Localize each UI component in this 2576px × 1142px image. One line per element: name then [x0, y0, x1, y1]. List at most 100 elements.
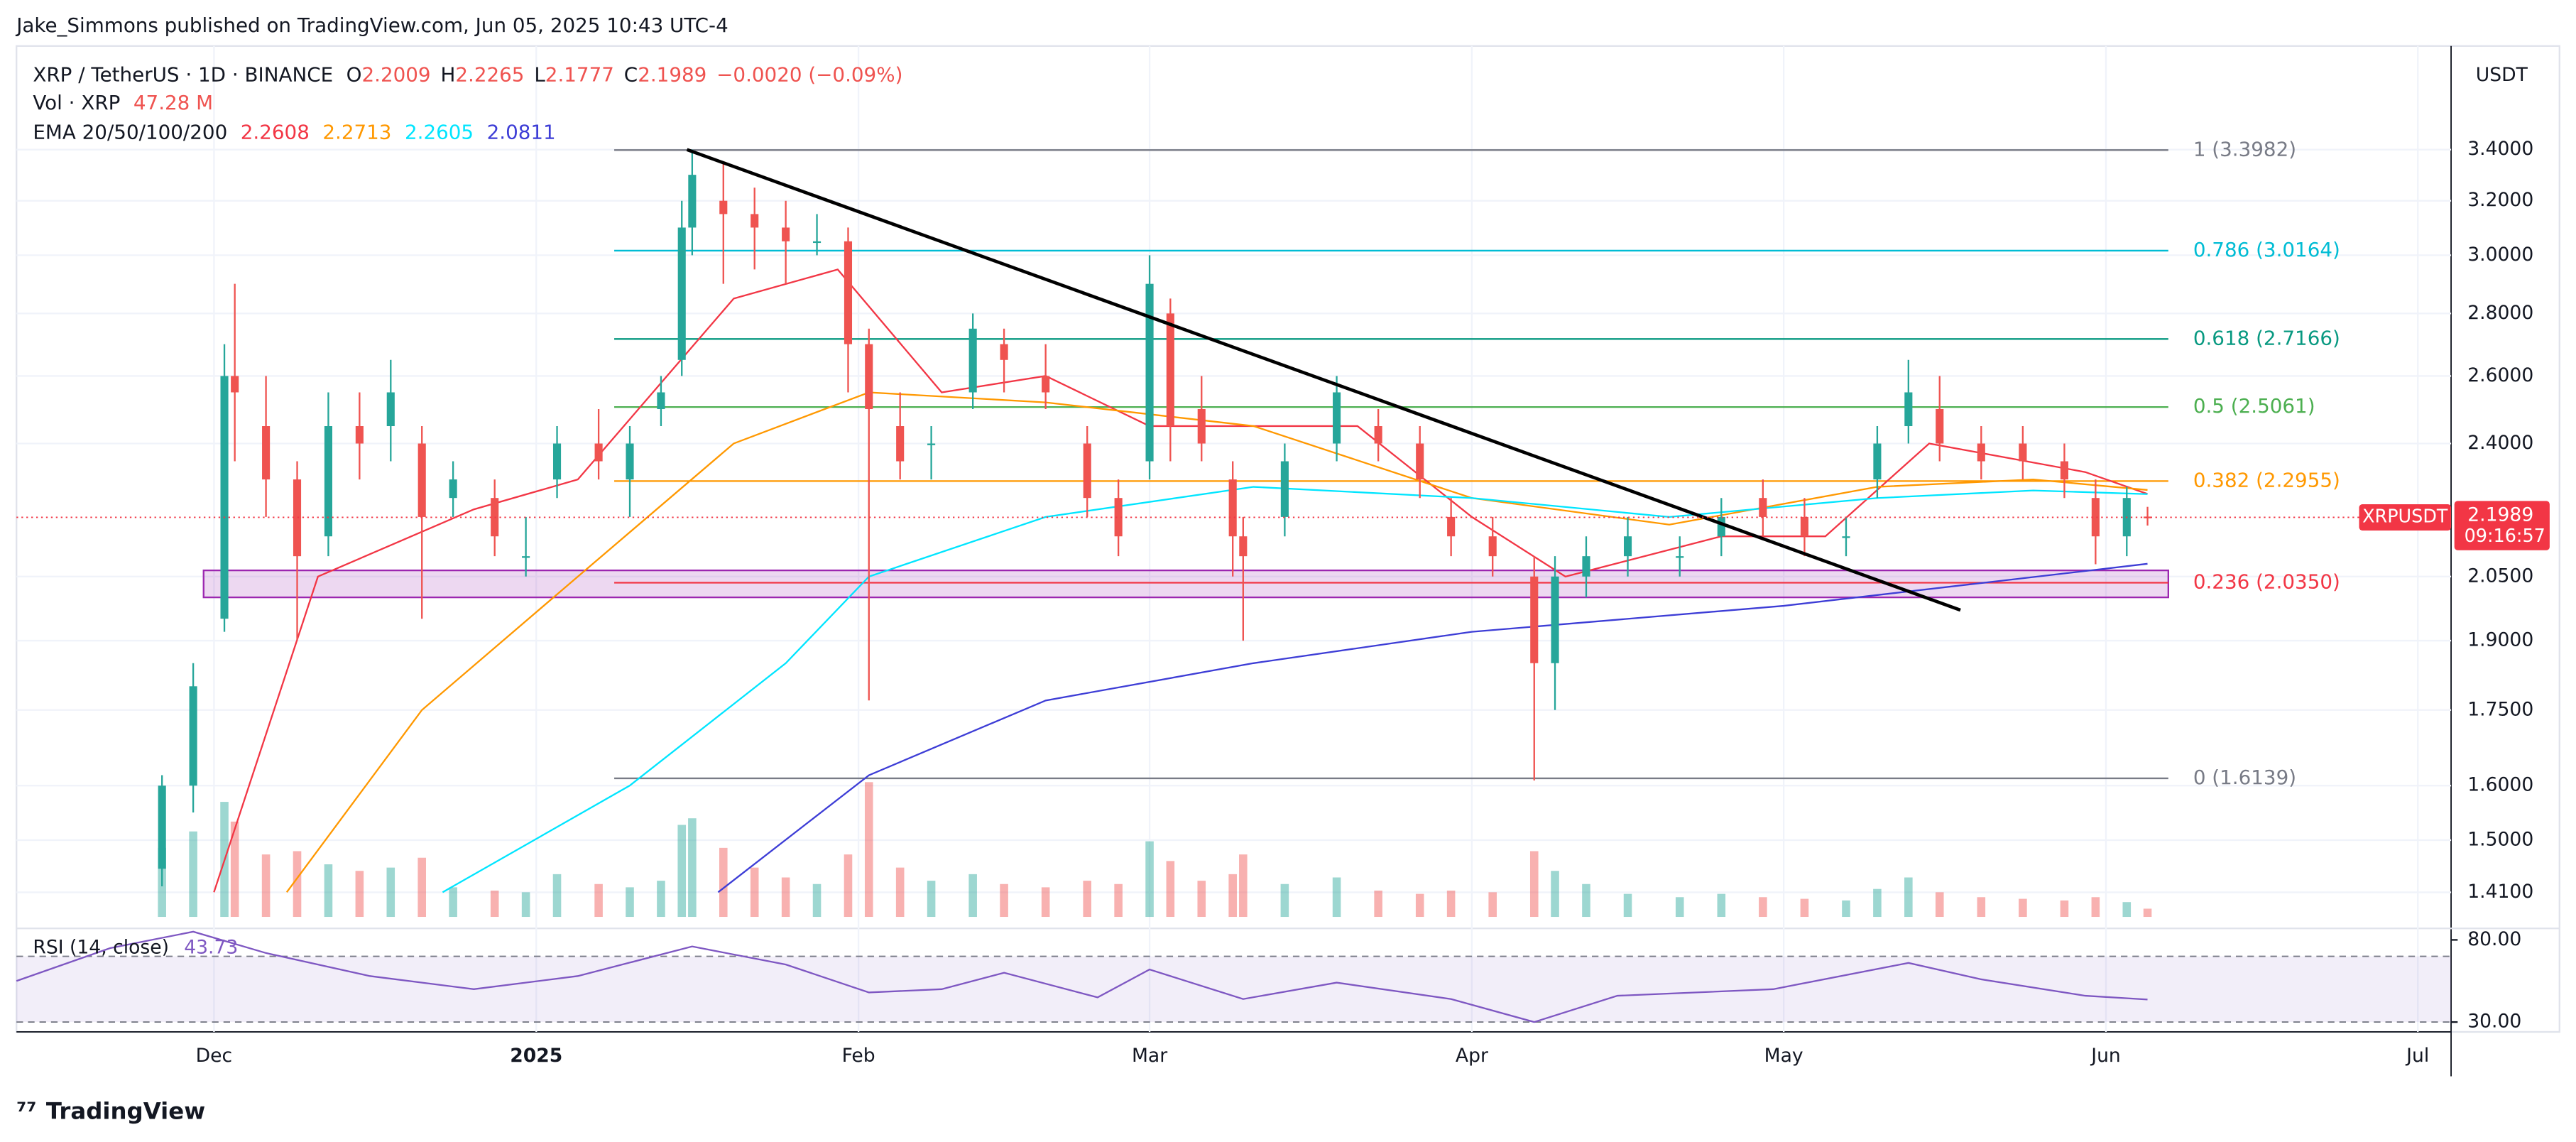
volume-bar [864, 782, 873, 918]
volume-bar [189, 831, 197, 918]
price-axis-badge [2454, 501, 2550, 550]
volume-bar [626, 887, 634, 918]
volume-bar [1977, 897, 1986, 918]
candle-body [1582, 556, 1590, 577]
support-zone [202, 569, 2170, 599]
volume-bar [1873, 888, 1882, 918]
ema-label: EMA 20/50/100/200 [33, 120, 227, 143]
volume-bar [1800, 898, 1809, 918]
volume-bar [293, 851, 302, 918]
volume-bar [1488, 892, 1497, 918]
rsi-value: 43.73 [184, 936, 238, 958]
volume-bar [1228, 874, 1237, 918]
volume-bar [490, 891, 499, 918]
published: Jake_Simmons published on TradingView.co… [15, 13, 728, 37]
x-tick-label: 2025 [510, 1045, 562, 1067]
volume-bar [688, 818, 697, 918]
candle-body [594, 443, 603, 462]
candle-body [417, 443, 426, 517]
candle-body [386, 392, 395, 427]
candle-body [355, 426, 364, 444]
volume-bar [812, 883, 822, 918]
rsi-tick-label: 80.00 [2467, 928, 2521, 950]
candle-body [657, 392, 665, 410]
volume-bar [927, 881, 936, 918]
x-tick-label: Jul [2405, 1045, 2429, 1067]
candle-body [1042, 376, 1050, 393]
open-value: 2.2009 [361, 62, 430, 86]
change: −0.0020 (−0.09%) [716, 62, 902, 86]
candle-body [1676, 556, 1684, 558]
candle-body [1488, 536, 1497, 557]
legend-volume: Vol · XRP 47.28 M [33, 91, 213, 114]
volume-value: 47.28 M [133, 91, 213, 114]
candle-body [293, 479, 302, 557]
volume-bar [1759, 897, 1767, 918]
ema-value: 2.2605 [405, 120, 474, 143]
y-tick-label: 1.7500 [2467, 698, 2533, 720]
symbol: XRP / TetherUS · 1D · BINANCE [33, 62, 333, 86]
volume-bar [1041, 887, 1050, 918]
candle-body [2060, 461, 2068, 480]
price-badge-symbol: XRPUSDT [2362, 506, 2448, 527]
candle-body [1228, 479, 1237, 537]
y-tick-label: 3.2000 [2467, 189, 2533, 211]
trendline [686, 148, 1961, 612]
c-label: C [624, 62, 638, 86]
volume-label: Vol · XRP [33, 91, 120, 114]
candle-body [1416, 443, 1424, 480]
volume-bar [1332, 877, 1341, 918]
candle-body [782, 227, 790, 241]
h-label: H [440, 62, 455, 86]
volume-bar [750, 867, 759, 918]
price-badge [2359, 504, 2452, 531]
volume-bar [1197, 881, 1206, 918]
rsi-tick-label: 30.00 [2467, 1011, 2521, 1033]
candle-body [1873, 443, 1882, 480]
volume-bar [1374, 891, 1382, 918]
y-tick-label: 1.5000 [2467, 828, 2533, 850]
ema-line [717, 562, 2148, 893]
volume-bar [417, 857, 426, 918]
legend-ema: EMA 20/50/100/200 2.2608 2.2713 2.2605 2.081… [33, 120, 555, 143]
candle-body [1333, 392, 1341, 444]
candle-body [751, 214, 759, 228]
candle-body [1197, 409, 1206, 444]
candle-body [1145, 283, 1154, 462]
o-label: O [346, 62, 362, 86]
candle-body [158, 785, 166, 869]
y-tick-label: 1.4100 [2467, 881, 2533, 903]
volume-bar [261, 854, 271, 918]
candle-body [2019, 443, 2027, 462]
candle-body [262, 426, 271, 480]
volume-bar [2122, 902, 2132, 918]
y-tick-label: 2.8000 [2467, 302, 2533, 324]
volume-bar [1935, 892, 1944, 918]
fib-label: 0.618 (2.7166) [2193, 326, 2340, 349]
volume-bar [1145, 841, 1154, 918]
rsi-band [16, 956, 2452, 1023]
ema-value: 2.2713 [322, 120, 391, 143]
y-tick-label: 2.4000 [2467, 432, 2533, 454]
volume-bar [1415, 893, 1424, 918]
candle-body [220, 376, 229, 619]
candle-body [1239, 536, 1248, 557]
volume-bar [1717, 893, 1726, 918]
x-tick-label: Feb [842, 1045, 875, 1067]
volume-bar [1280, 883, 1289, 918]
x-tick-label: May [1764, 1045, 1803, 1067]
close-value: 2.1989 [638, 62, 706, 86]
candle-body [1083, 443, 1091, 499]
x-tick-label: Apr [1456, 1045, 1488, 1067]
candle-body [626, 443, 634, 480]
candle-body [1447, 516, 1456, 537]
fib-label: 1 (3.3982) [2193, 137, 2296, 161]
volume-bar [968, 874, 977, 918]
candle-body [324, 426, 332, 537]
candle-body [2144, 516, 2152, 518]
volume-bar [449, 887, 457, 918]
volume-bar [230, 821, 239, 918]
high-value: 2.2265 [455, 62, 524, 86]
fib-label: 0.236 (2.0350) [2193, 570, 2340, 594]
brand: TradingView [46, 1097, 205, 1124]
